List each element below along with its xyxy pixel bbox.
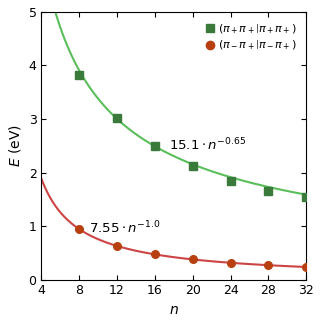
X-axis label: $n$: $n$	[169, 303, 179, 317]
Text: $7.55 \cdot n^{-1.0}$: $7.55 \cdot n^{-1.0}$	[89, 220, 160, 237]
Text: $15.1 \cdot n^{-0.65}$: $15.1 \cdot n^{-0.65}$	[169, 136, 247, 153]
Y-axis label: $E$ (eV): $E$ (eV)	[7, 124, 23, 167]
Legend: $\left(\pi_+\pi_+\middle|\pi_+\pi_+\right)$, $\left(\pi_-\pi_+\middle|\pi_-\pi_+: $\left(\pi_+\pi_+\middle|\pi_+\pi_+\righ…	[201, 17, 301, 57]
